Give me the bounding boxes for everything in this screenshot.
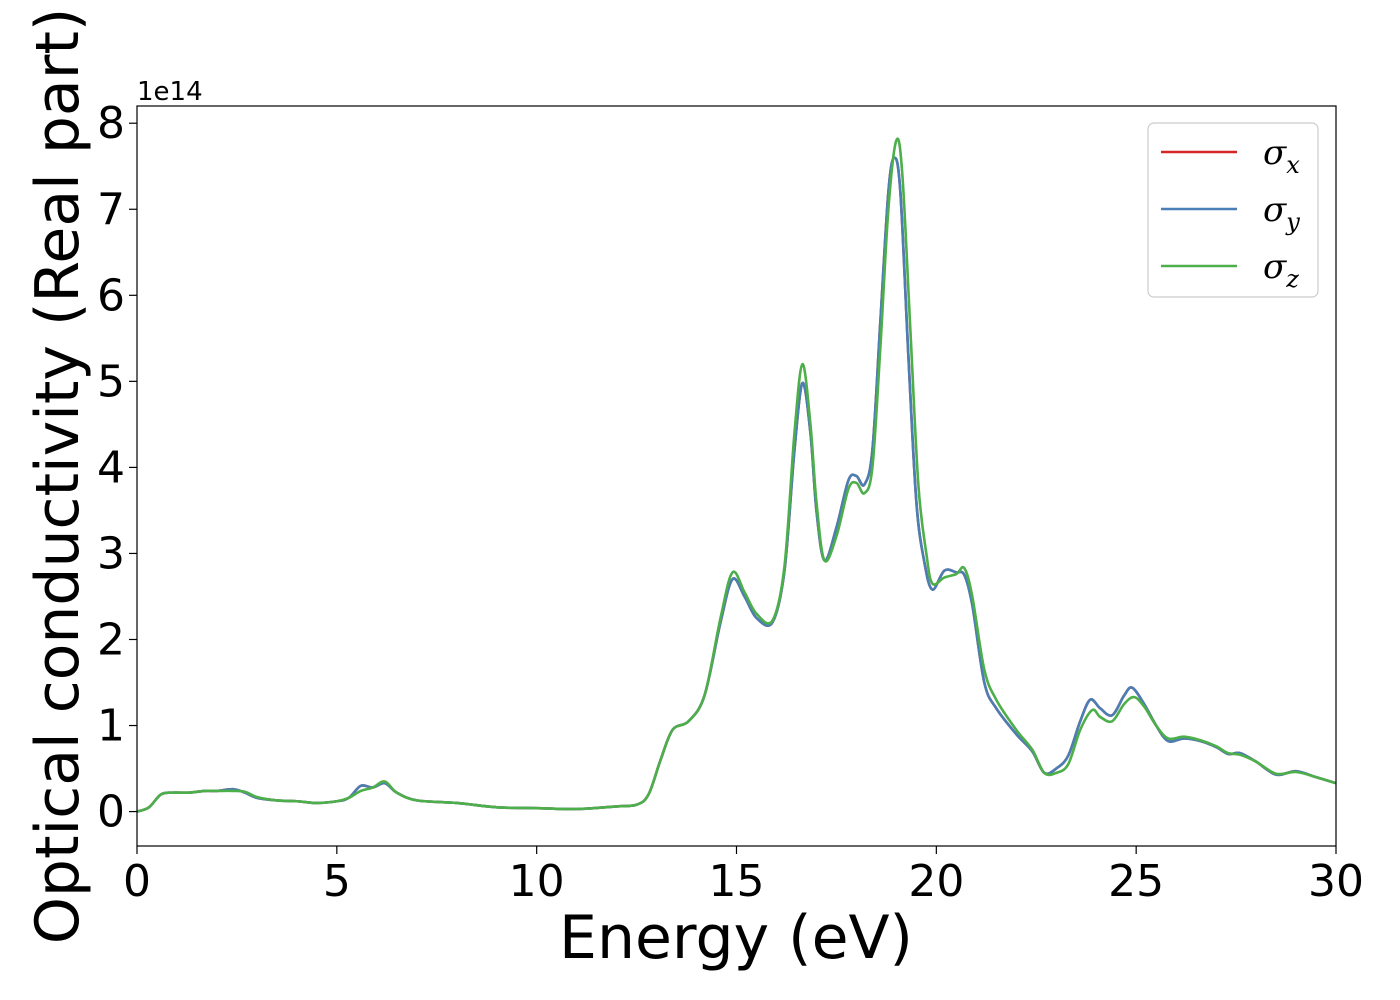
x-axis-title: Energy (eV) bbox=[559, 903, 913, 973]
legend-label-subscript: y bbox=[1285, 208, 1300, 236]
y-tick-label: 0 bbox=[97, 787, 125, 838]
y-tick-label: 8 bbox=[97, 98, 125, 149]
legend-label-x: σx bbox=[1263, 133, 1300, 179]
x-tick-label: 10 bbox=[509, 856, 565, 907]
y-tick-label: 1 bbox=[97, 701, 125, 752]
x-tick-label: 20 bbox=[908, 856, 964, 907]
series-line-y bbox=[137, 156, 1336, 813]
y-axis-offset-label: 1e14 bbox=[137, 77, 203, 107]
series-line-z bbox=[137, 137, 1336, 813]
legend-label-subscript: z bbox=[1285, 265, 1299, 293]
legend-label-subscript: x bbox=[1286, 151, 1300, 179]
legend-label-base: σ bbox=[1263, 247, 1287, 287]
y-tick-label: 3 bbox=[97, 528, 125, 579]
y-tick-label: 5 bbox=[97, 356, 125, 407]
y-tick-label: 2 bbox=[97, 614, 125, 665]
y-tick-label: 4 bbox=[97, 442, 125, 493]
x-tick-label: 15 bbox=[709, 856, 765, 907]
x-tick-label: 30 bbox=[1308, 856, 1364, 907]
y-tick-label: 6 bbox=[97, 270, 125, 321]
x-tick-label: 5 bbox=[323, 856, 351, 907]
x-axis: 0 5 10 15 20 25 30 bbox=[123, 846, 1364, 907]
legend-label-y: σy bbox=[1263, 190, 1300, 236]
x-tick-label: 25 bbox=[1108, 856, 1164, 907]
y-tick-label: 7 bbox=[97, 184, 125, 235]
legend-label-base: σ bbox=[1263, 190, 1287, 230]
y-axis-title: Optical conductivity (Real part) bbox=[23, 8, 93, 945]
legend-label-base: σ bbox=[1263, 133, 1287, 173]
legend-label-z: σz bbox=[1263, 247, 1299, 293]
x-tick-label: 0 bbox=[123, 856, 151, 907]
y-axis: 0 1 2 3 4 5 6 7 8 bbox=[97, 98, 137, 838]
series-layer bbox=[137, 137, 1336, 813]
